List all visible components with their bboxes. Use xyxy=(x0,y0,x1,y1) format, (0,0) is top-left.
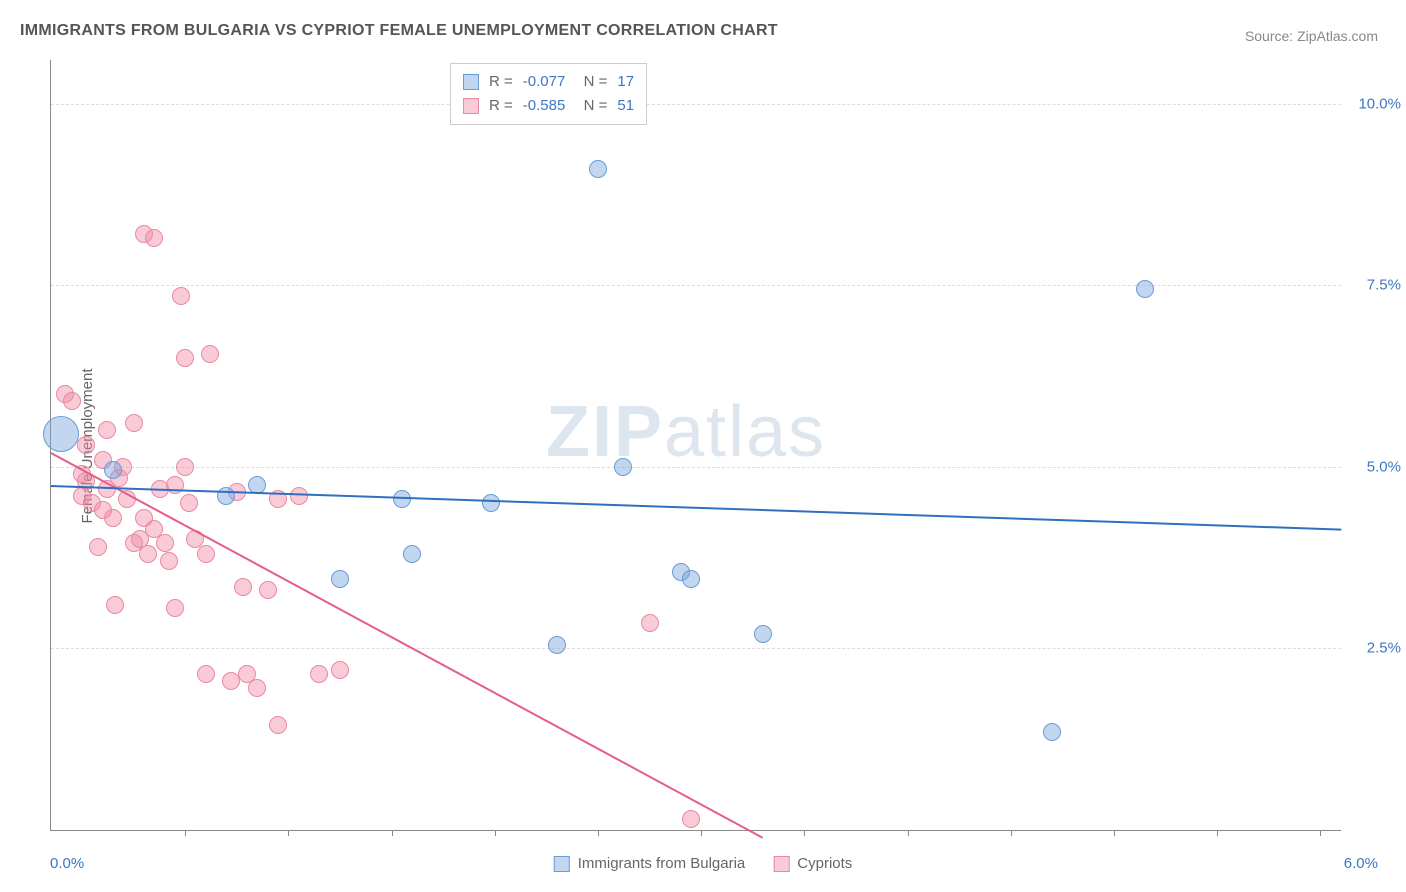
x-axis-max-label: 6.0% xyxy=(1344,855,1378,872)
data-point xyxy=(125,414,143,432)
data-point xyxy=(176,349,194,367)
x-axis-min-label: 0.0% xyxy=(50,855,84,872)
x-tick xyxy=(1011,830,1012,836)
legend-pink-n: 51 xyxy=(617,94,634,118)
data-point xyxy=(172,287,190,305)
x-tick xyxy=(495,830,496,836)
legend-n-label: N = xyxy=(575,94,607,118)
x-tick xyxy=(1320,830,1321,836)
y-tick-label: 5.0% xyxy=(1351,458,1401,475)
data-point xyxy=(548,636,566,654)
data-point xyxy=(682,810,700,828)
data-point xyxy=(197,665,215,683)
data-point xyxy=(248,679,266,697)
data-point xyxy=(145,229,163,247)
data-point xyxy=(104,509,122,527)
data-point xyxy=(269,716,287,734)
legend-row-blue: R = -0.077 N = 17 xyxy=(463,70,634,94)
data-point xyxy=(641,614,659,632)
legend-item-pink: Cypriots xyxy=(773,855,852,872)
data-point xyxy=(1043,723,1061,741)
watermark-zip: ZIP xyxy=(546,392,664,472)
data-point xyxy=(139,545,157,563)
data-point xyxy=(176,458,194,476)
data-point xyxy=(201,345,219,363)
legend-pink-r: -0.585 xyxy=(523,94,566,118)
legend-label-blue: Immigrants from Bulgaria xyxy=(578,855,746,872)
gridline xyxy=(51,104,1341,105)
x-tick xyxy=(804,830,805,836)
data-point xyxy=(89,538,107,556)
data-point xyxy=(222,672,240,690)
data-point xyxy=(589,160,607,178)
legend-item-blue: Immigrants from Bulgaria xyxy=(554,855,746,872)
legend-blue-r: -0.077 xyxy=(523,70,566,94)
y-tick-label: 2.5% xyxy=(1351,640,1401,657)
legend-correlation: R = -0.077 N = 17 R = -0.585 N = 51 xyxy=(450,63,647,125)
data-point xyxy=(331,570,349,588)
data-point xyxy=(1136,280,1154,298)
data-point xyxy=(43,416,79,452)
x-tick xyxy=(908,830,909,836)
data-point xyxy=(77,436,95,454)
swatch-pink xyxy=(463,98,479,114)
source-attribution: Source: ZipAtlas.com xyxy=(1245,28,1378,44)
y-tick-label: 7.5% xyxy=(1351,277,1401,294)
legend-r-label: R = xyxy=(489,70,513,94)
data-point xyxy=(104,461,122,479)
data-point xyxy=(682,570,700,588)
swatch-blue xyxy=(554,856,570,872)
data-point xyxy=(180,494,198,512)
swatch-pink xyxy=(773,856,789,872)
gridline xyxy=(51,648,1341,649)
legend-series: Immigrants from Bulgaria Cypriots xyxy=(554,855,853,872)
legend-label-pink: Cypriots xyxy=(797,855,852,872)
gridline xyxy=(51,467,1341,468)
data-point xyxy=(259,581,277,599)
data-point xyxy=(98,421,116,439)
x-tick xyxy=(1217,830,1218,836)
data-point xyxy=(156,534,174,552)
chart-title: IMMIGRANTS FROM BULGARIA VS CYPRIOT FEMA… xyxy=(20,22,778,40)
data-point xyxy=(403,545,421,563)
data-point xyxy=(482,494,500,512)
legend-n-label: N = xyxy=(575,70,607,94)
x-tick xyxy=(185,830,186,836)
watermark: ZIPatlas xyxy=(546,391,826,473)
legend-blue-n: 17 xyxy=(617,70,634,94)
x-tick xyxy=(1114,830,1115,836)
trend-line xyxy=(51,452,764,839)
legend-row-pink: R = -0.585 N = 51 xyxy=(463,94,634,118)
x-tick xyxy=(598,830,599,836)
x-tick xyxy=(701,830,702,836)
x-tick xyxy=(392,830,393,836)
watermark-atlas: atlas xyxy=(664,392,826,472)
data-point xyxy=(63,392,81,410)
trend-line xyxy=(51,485,1341,531)
data-point xyxy=(217,487,235,505)
legend-r-label: R = xyxy=(489,94,513,118)
y-tick-label: 10.0% xyxy=(1351,95,1401,112)
data-point xyxy=(160,552,178,570)
plot-area: ZIPatlas 2.5%5.0%7.5%10.0% xyxy=(50,60,1341,831)
data-point xyxy=(331,661,349,679)
x-tick xyxy=(288,830,289,836)
data-point xyxy=(234,578,252,596)
data-point xyxy=(197,545,215,563)
data-point xyxy=(754,625,772,643)
data-point xyxy=(166,599,184,617)
swatch-blue xyxy=(463,74,479,90)
data-point xyxy=(393,490,411,508)
data-point xyxy=(106,596,124,614)
data-point xyxy=(290,487,308,505)
data-point xyxy=(614,458,632,476)
data-point xyxy=(310,665,328,683)
